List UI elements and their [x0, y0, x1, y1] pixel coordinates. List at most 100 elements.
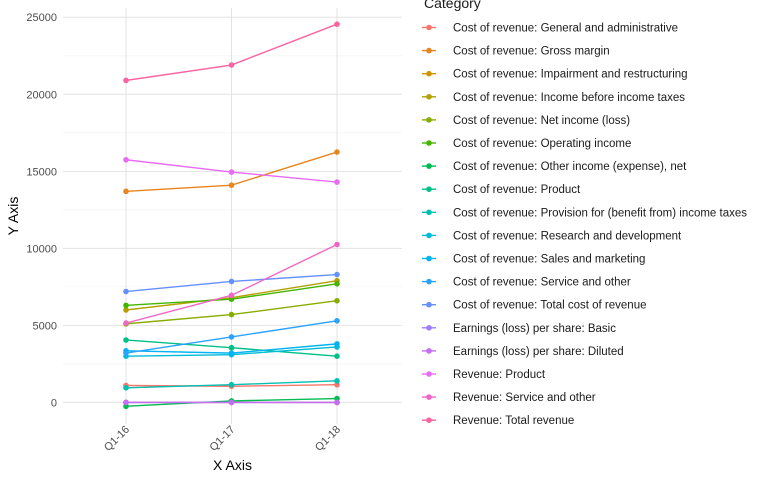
- legend-key-point: [426, 186, 432, 192]
- data-point: [123, 384, 129, 391]
- data-point: [123, 156, 129, 163]
- legend-label: Cost of revenue: Service and other: [453, 277, 631, 289]
- legend: Cost of revenue: General and administrat…: [422, 23, 747, 427]
- legend-item: Revenue: Product: [422, 369, 546, 381]
- data-point: [228, 381, 235, 388]
- data-point: [228, 292, 235, 299]
- legend-label: Cost of revenue: Provision for (benefit …: [453, 207, 747, 219]
- legend-label: Revenue: Total revenue: [453, 415, 574, 427]
- legend-label: Cost of revenue: Sales and marketing: [453, 254, 645, 266]
- data-point: [228, 62, 235, 68]
- legend-key-point: [426, 140, 432, 146]
- legend-item: Cost of revenue: Income before income ta…: [422, 92, 685, 104]
- data-point: [334, 179, 340, 185]
- data-point: [228, 311, 235, 318]
- data-point: [334, 395, 340, 402]
- legend-item: Cost of revenue: Impairment and restruct…: [422, 69, 688, 81]
- legend-key-point: [426, 394, 432, 400]
- data-point: [123, 77, 129, 84]
- legend-item: Cost of revenue: Total cost of revenue: [422, 300, 646, 312]
- x-tick-label: Q1-18: [313, 424, 343, 454]
- data-point: [334, 399, 340, 406]
- legend-key-point: [426, 417, 432, 424]
- data-point: [228, 182, 235, 188]
- legend-key-point: [426, 117, 432, 123]
- y-tick-label: 10000: [26, 243, 57, 255]
- data-point: [123, 302, 129, 309]
- y-tick-label: 0: [51, 397, 57, 409]
- data-point: [228, 334, 235, 340]
- legend-label: Cost of revenue: Income before income ta…: [453, 92, 685, 104]
- data-point: [334, 317, 340, 324]
- legend-label: Cost of revenue: Total cost of revenue: [453, 300, 646, 312]
- data-point: [228, 344, 235, 351]
- legend-key-point: [426, 301, 432, 308]
- legend-label: Revenue: Service and other: [453, 392, 596, 404]
- data-point: [228, 350, 235, 356]
- legend-item: Cost of revenue: Provision for (benefit …: [422, 207, 747, 219]
- legend-item: Cost of revenue: Research and developmen…: [422, 230, 682, 242]
- legend-item: Earnings (loss) per share: Diluted: [422, 346, 624, 358]
- legend-item: Cost of revenue: Net income (loss): [422, 115, 630, 127]
- data-point: [123, 288, 129, 295]
- y-tick-labels: 0 5000 10000 15000 20000 25000: [26, 12, 57, 409]
- legend-key-point: [426, 47, 432, 54]
- legend-key-point: [426, 70, 432, 77]
- legend-label: Cost of revenue: Operating income: [453, 138, 631, 150]
- data-point: [123, 399, 129, 406]
- legend-item: Cost of revenue: Sales and marketing: [422, 254, 645, 266]
- legend-key-point: [426, 278, 432, 285]
- legend-label: Cost of revenue: Gross margin: [453, 46, 610, 58]
- x-tick-label: Q1-16: [102, 424, 132, 454]
- data-point: [334, 149, 340, 155]
- legend-label: Cost of revenue: General and administrat…: [453, 23, 678, 35]
- data-point: [334, 280, 340, 287]
- legend-item: Cost of revenue: Product: [422, 184, 581, 196]
- grid: [63, 8, 402, 424]
- data-point: [228, 169, 235, 175]
- legend-item: Cost of revenue: Other income (expense),…: [422, 161, 687, 173]
- data-point: [228, 278, 235, 285]
- legend-label: Cost of revenue: Other income (expense),…: [453, 161, 687, 173]
- legend-item: Cost of revenue: Operating income: [422, 138, 631, 150]
- data-point: [123, 350, 129, 356]
- legend-key-point: [426, 348, 432, 354]
- x-tick-labels: Q1-16 Q1-17 Q1-18: [102, 424, 343, 454]
- legend-item: Revenue: Total revenue: [422, 415, 574, 427]
- data-point: [123, 307, 129, 313]
- data-point: [123, 188, 129, 195]
- legend-label: Revenue: Product: [453, 369, 546, 381]
- data-point: [228, 399, 235, 406]
- x-axis-title: X Axis: [213, 457, 252, 473]
- legend-item: Revenue: Service and other: [422, 392, 596, 404]
- legend-label: Cost of revenue: Product: [453, 184, 581, 196]
- legend-key-point: [426, 371, 432, 377]
- data-point: [334, 381, 340, 388]
- legend-label: Cost of revenue: Net income (loss): [453, 115, 630, 127]
- data-point: [123, 320, 129, 326]
- legend-title: Category: [424, 0, 481, 11]
- legend-item: Cost of revenue: General and administrat…: [422, 23, 678, 35]
- legend-label: Earnings (loss) per share: Basic: [453, 323, 616, 335]
- data-point: [228, 296, 235, 303]
- data-point: [334, 353, 340, 360]
- legend-label: Cost of revenue: Research and developmen…: [453, 230, 682, 242]
- y-tick-label: 5000: [33, 320, 57, 332]
- legend-key-point: [426, 163, 432, 169]
- data-point: [123, 337, 129, 343]
- y-tick-label: 15000: [26, 166, 57, 178]
- data-point: [123, 403, 129, 410]
- y-tick-label: 25000: [26, 12, 57, 24]
- legend-item: Cost of revenue: Service and other: [422, 277, 631, 289]
- data-point: [334, 297, 340, 304]
- data-point: [334, 341, 340, 347]
- legend-key-point: [426, 325, 432, 331]
- data-point: [334, 241, 340, 248]
- legend-key-point: [426, 232, 432, 239]
- y-axis-title: Y Axis: [5, 197, 21, 236]
- data-point: [334, 378, 340, 384]
- legend-label: Earnings (loss) per share: Diluted: [453, 346, 624, 358]
- legend-key-point: [426, 255, 432, 262]
- legend-key-point: [426, 209, 432, 216]
